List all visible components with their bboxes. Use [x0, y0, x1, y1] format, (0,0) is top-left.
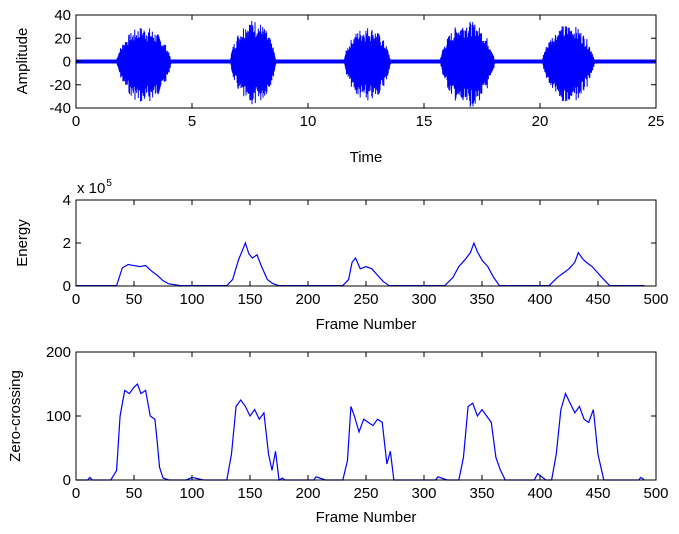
energy-panel: 0 50 100 150 200 250 300 350 400 450 500 0 2 4 Frame … [14, 178, 669, 333]
energy-line-path [76, 241, 645, 287]
zero-crossing-y-tick-label: 200 [46, 344, 71, 361]
zero-crossing-x-tick-label: 0 [72, 485, 80, 502]
energy-x-tick-label: 450 [585, 291, 610, 308]
waveform-y-tick-label: -40 [49, 100, 71, 117]
energy-plot-area [76, 200, 656, 286]
energy-y-multiplier-exponent: 5 [106, 178, 112, 189]
zero-crossing-x-tick-label: 300 [411, 485, 436, 502]
energy-x-tick-label: 100 [179, 291, 204, 308]
zero-crossing-x-tick-label: 50 [126, 485, 143, 502]
zero-crossing-x-tick-label: 350 [469, 485, 494, 502]
waveform-y-tick-label: 40 [54, 7, 71, 24]
waveform-burst-5 [542, 26, 598, 102]
zero-crossing-x-tick-label: 150 [237, 485, 262, 502]
zero-crossing-plot-area [76, 352, 656, 480]
energy-x-tick-label: 250 [353, 291, 378, 308]
energy-x-tick-label: 150 [237, 291, 262, 308]
energy-x-tick-label: 50 [126, 291, 143, 308]
energy-series-line [76, 241, 645, 287]
waveform-ticks: 0 5 10 15 20 25 -40 -20 0 20 40 [49, 7, 664, 130]
waveform-x-tick-label: 15 [416, 113, 433, 130]
zero-crossing-x-tick-label: 100 [179, 485, 204, 502]
waveform-y-tick-label: 0 [63, 54, 71, 71]
energy-y-multiplier: x 105 [77, 178, 112, 197]
energy-x-tick-label: 300 [411, 291, 436, 308]
waveform-x-tick-label: 0 [72, 113, 80, 130]
waveform-burst-1 [116, 28, 174, 102]
waveform-x-tick-label: 25 [648, 113, 665, 130]
energy-ticks: 0 50 100 150 200 250 300 350 400 450 500 0 2 4 [63, 192, 669, 308]
waveform-burst-4 [440, 21, 498, 107]
waveform-x-tick-label: 20 [532, 113, 549, 130]
zero-crossing-x-tick-label: 500 [643, 485, 668, 502]
waveform-x-tick-label: 5 [188, 113, 196, 130]
waveform-burst-2 [230, 21, 278, 105]
zero-crossing-x-tick-label: 200 [295, 485, 320, 502]
zero-crossing-panel: 0 50 100 150 200 250 300 350 400 450 500 0 100 200 Fr… [7, 344, 669, 526]
waveform-x-axis-label: Time [350, 149, 383, 166]
zero-crossing-x-tick-label: 450 [585, 485, 610, 502]
energy-x-tick-label: 200 [295, 291, 320, 308]
waveform-x-tick-label: 10 [300, 113, 317, 130]
waveform-y-axis-label: Amplitude [14, 28, 31, 95]
energy-y-tick-label: 0 [63, 278, 71, 295]
waveform-y-tick-label: -20 [49, 77, 71, 94]
zero-crossing-y-axis-label: Zero-crossing [7, 370, 24, 462]
waveform-burst-3 [343, 28, 393, 101]
waveform-y-tick-label: 20 [54, 30, 71, 47]
zero-crossing-y-tick-label: 0 [63, 472, 71, 489]
energy-y-tick-label: 2 [63, 235, 71, 252]
energy-x-tick-label: 0 [72, 291, 80, 308]
energy-y-multiplier-base: x 10 [77, 180, 105, 197]
waveform-series-line [76, 21, 656, 107]
waveform-panel: 0 5 10 15 20 25 -40 -20 0 20 40 Time Amplitude [14, 7, 664, 166]
energy-x-tick-label: 500 [643, 291, 668, 308]
zero-crossing-x-tick-label: 250 [353, 485, 378, 502]
energy-x-tick-label: 400 [527, 291, 552, 308]
zero-crossing-y-tick-label: 100 [46, 408, 71, 425]
energy-y-axis-label: Energy [14, 219, 31, 267]
zero-crossing-ticks: 0 50 100 150 200 250 300 350 400 450 500 0 100 200 [46, 344, 669, 502]
energy-y-tick-label: 4 [63, 192, 71, 209]
zero-crossing-x-tick-label: 400 [527, 485, 552, 502]
energy-x-axis-label: Frame Number [316, 316, 417, 333]
zero-crossing-x-axis-label: Frame Number [316, 509, 417, 526]
energy-x-tick-label: 350 [469, 291, 494, 308]
